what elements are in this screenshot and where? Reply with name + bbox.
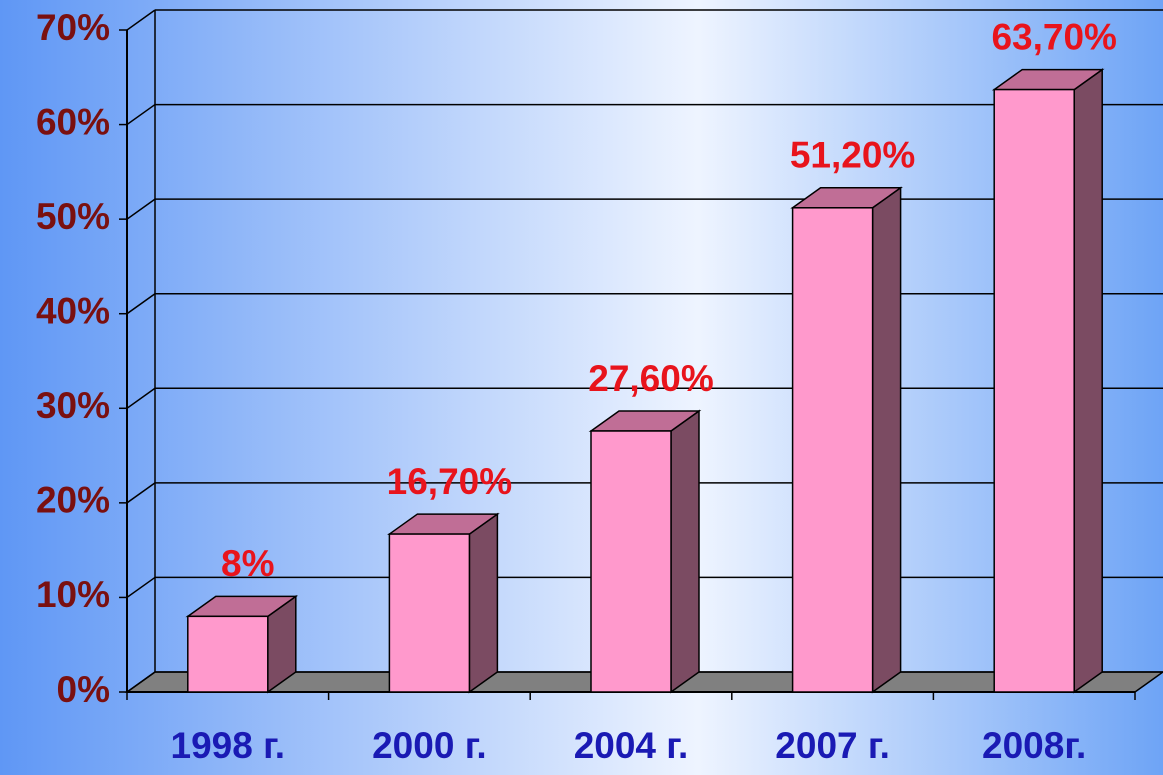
bar <box>791 207 874 693</box>
bar <box>590 430 672 693</box>
bar-side <box>1073 68 1103 694</box>
value-label: 16,70% <box>387 461 513 502</box>
value-label: 8% <box>221 543 274 584</box>
x-tick-label: 2004 г. <box>574 725 689 766</box>
y-tick-label: 50% <box>36 196 110 237</box>
x-tick-label: 2008г. <box>982 725 1086 766</box>
x-tick-label: 2000 г. <box>372 725 487 766</box>
y-tick-label: 60% <box>36 101 110 142</box>
bar <box>388 533 471 693</box>
bar-side <box>871 186 902 694</box>
x-tick-label: 1998 г. <box>171 725 286 766</box>
bar <box>993 88 1075 693</box>
value-label: 51,20% <box>790 135 916 176</box>
wall-tick <box>126 576 156 599</box>
bar-side <box>468 512 499 694</box>
wall-tick <box>126 293 156 315</box>
wall-tick <box>126 198 156 220</box>
value-label: 63,70% <box>991 16 1117 57</box>
y-tick-label: 70% <box>36 7 110 48</box>
bar-side <box>670 409 700 694</box>
wall-tick <box>126 9 156 31</box>
wall-tick <box>126 671 156 693</box>
wall-tick <box>126 387 156 409</box>
value-label: 27,60% <box>588 358 714 399</box>
wall-tick <box>126 482 156 504</box>
wall-tick <box>126 103 156 126</box>
y-tick-label: 0% <box>57 669 110 710</box>
y-tick-label: 20% <box>36 480 110 521</box>
y-tick-label: 10% <box>36 574 110 615</box>
y-tick-label: 30% <box>36 385 110 426</box>
y-tick-label: 40% <box>36 290 110 331</box>
x-tick-label: 2007 г. <box>775 725 890 766</box>
bar <box>187 615 269 693</box>
